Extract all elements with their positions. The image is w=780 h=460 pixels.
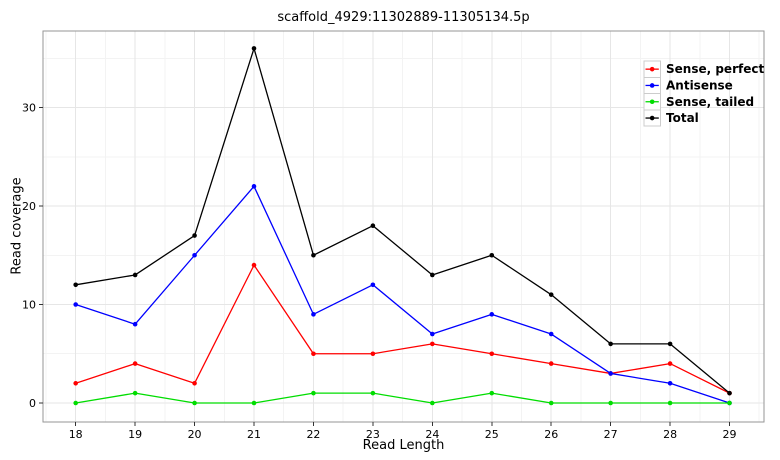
series-line-sense-tailed	[75, 392, 730, 404]
series-sense-tailed	[73, 390, 732, 406]
y-tick-label-20: 20	[22, 200, 36, 213]
panel-border	[42, 30, 765, 423]
legend-label: Sense, perfect	[666, 62, 764, 76]
data-point-total	[73, 282, 78, 288]
data-point-antisense	[311, 312, 316, 317]
data-point-total	[192, 233, 197, 238]
x-axis-title: Read Length	[362, 438, 445, 453]
data-point-sense-tailed	[311, 390, 316, 396]
x-tick-label-25: 25	[485, 428, 499, 441]
x-tick-label-20: 20	[188, 428, 202, 441]
y-tick-label-30: 30	[22, 102, 36, 115]
x-tick-label-23: 23	[366, 428, 380, 441]
data-point-sense-tailed	[251, 400, 257, 406]
data-point-antisense	[430, 331, 435, 337]
data-point-total	[132, 272, 138, 278]
data-point-sense-perfect	[311, 351, 316, 357]
grid-major	[43, 31, 764, 422]
x-tick-label-24: 24	[425, 428, 439, 441]
x-tick-label-19: 19	[128, 428, 142, 441]
legend-label: Antisense	[666, 78, 733, 92]
legend-item-antisense: Antisense	[643, 76, 733, 95]
data-point-sense-tailed	[192, 400, 197, 406]
data-point-total	[667, 341, 673, 347]
data-point-total	[311, 252, 316, 258]
legend-item-total: Total	[643, 109, 699, 127]
data-point-total	[251, 46, 257, 51]
x-tick-label-27: 27	[604, 428, 618, 441]
data-point-sense-perfect	[132, 361, 138, 366]
chart-title: scaffold_4929:11302889-11305134.5p	[277, 10, 530, 25]
data-point-sense-tailed	[430, 400, 435, 406]
data-point-total	[548, 292, 554, 297]
legend-key-point	[649, 115, 655, 121]
axis-ticks	[39, 107, 731, 426]
x-tick-label-21: 21	[247, 428, 261, 441]
data-point-sense-tailed	[548, 400, 554, 406]
data-point-antisense	[251, 184, 257, 189]
y-tick-label-10: 10	[22, 299, 36, 312]
legend-label: Total	[666, 111, 699, 125]
legend-label: Sense, tailed	[666, 95, 754, 109]
data-point-sense-perfect	[489, 351, 495, 357]
x-tick-label-18: 18	[69, 428, 83, 441]
axis-tick-labels: 18 19 20 21 22 23 24 25 26 27 28 29 0 10 20 30	[22, 102, 737, 441]
y-tick-label-0: 0	[29, 397, 36, 410]
legend-key-point	[649, 83, 655, 88]
data-point-total	[370, 223, 376, 229]
data-point-sense-perfect	[430, 341, 435, 347]
data-point-sense-perfect	[73, 380, 78, 386]
data-point-antisense	[132, 321, 138, 327]
data-point-sense-tailed	[73, 400, 78, 406]
data-point-sense-tailed	[370, 390, 376, 396]
legend-key-point	[649, 66, 655, 72]
data-point-sense-perfect	[192, 380, 197, 386]
x-tick-label-22: 22	[306, 428, 320, 441]
data-point-total	[727, 390, 732, 396]
data-point-antisense	[608, 371, 613, 376]
x-tick-label-26: 26	[544, 428, 558, 441]
data-point-total	[608, 341, 613, 347]
data-point-antisense	[548, 331, 554, 337]
data-point-antisense	[192, 252, 197, 258]
legend-item-sense-perfect: Sense, perfect	[643, 60, 764, 78]
data-point-sense-perfect	[251, 262, 257, 268]
data-point-antisense	[73, 302, 78, 307]
data-point-sense-tailed	[489, 390, 495, 396]
legend-key-point	[649, 99, 655, 105]
data-point-sense-perfect	[667, 361, 673, 366]
series-line-sense-perfect	[75, 264, 730, 394]
y-axis-title: Read coverage	[9, 177, 25, 275]
data-point-total	[430, 272, 435, 278]
data-point-antisense	[489, 312, 495, 317]
data-point-sense-tailed	[667, 400, 673, 406]
legend-item-sense-tailed: Sense, tailed	[643, 93, 754, 111]
x-tick-label-29: 29	[723, 428, 737, 441]
series-line-antisense	[75, 185, 730, 404]
series-sense-perfect	[73, 262, 732, 396]
data-point-antisense	[667, 380, 673, 386]
data-point-sense-perfect	[370, 351, 376, 357]
series-total	[73, 46, 732, 396]
series-line-total	[75, 47, 730, 394]
data-point-sense-tailed	[608, 400, 613, 406]
data-point-sense-perfect	[548, 361, 554, 366]
data-point-sense-tailed	[727, 400, 732, 406]
legend: Sense, perfect Antisense Sense, tailed Tota…	[643, 60, 764, 127]
x-tick-label-28: 28	[663, 428, 677, 441]
data-point-sense-tailed	[132, 390, 138, 396]
data-point-antisense	[370, 282, 376, 288]
data-point-total	[489, 252, 495, 258]
grid-minor	[43, 31, 764, 422]
